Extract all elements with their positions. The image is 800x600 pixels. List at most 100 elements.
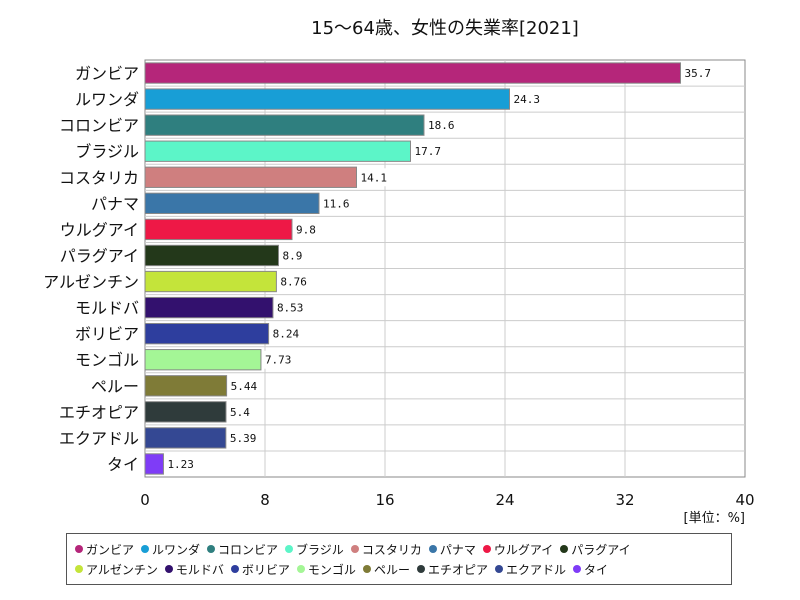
bar: [144, 244, 279, 267]
x-tick-label: 40: [735, 491, 754, 509]
value-labels: 35.7 24.3 18.6 17.7 14.1 11.6 9.8 8.9 8.76 8.53 8.…: [164, 64, 716, 473]
value-label-bg: [277, 272, 312, 291]
legend-marker: [230, 565, 239, 573]
legend-item: タイ: [572, 559, 608, 579]
category-label: モルドバ: [75, 299, 139, 318]
legend-marker: [494, 565, 503, 573]
value-label-bg: [279, 246, 307, 265]
unit-label: [単位：%]: [684, 510, 746, 526]
category-label: パナマ: [91, 194, 139, 213]
legend-label: ガンビア: [86, 542, 135, 557]
category-label: パラグアイ: [60, 246, 139, 265]
category-label: エチオピア: [59, 403, 139, 422]
value-label-bg: [411, 142, 446, 161]
legend-item: モルドバ: [164, 559, 224, 579]
legend-item: ウルグアイ: [482, 539, 554, 559]
legend-marker: [350, 545, 359, 553]
legend-marker: [428, 545, 437, 553]
legend-marker: [482, 545, 491, 553]
x-tick-label: 32: [615, 491, 634, 509]
category-label: ガンビア: [75, 64, 139, 83]
value-label: 9.8: [296, 223, 316, 236]
x-tick-label: 24: [495, 491, 514, 509]
bar: [144, 62, 681, 84]
value-label-bg: [293, 220, 320, 239]
chart-title: 15～64歳、女性の失業率[2021]: [311, 18, 579, 39]
grid-lines: [145, 60, 745, 477]
category-label: コスタリカ: [59, 168, 139, 187]
x-axis-ticks: 0 8 16 24 32 40: [140, 491, 754, 509]
value-label-bg: [269, 324, 304, 343]
legend-label: パラグアイ: [571, 542, 631, 557]
value-label: 18.6: [428, 119, 455, 132]
bar: [144, 349, 262, 371]
value-label-bg: [227, 402, 254, 421]
x-tick-label: 16: [375, 491, 394, 509]
legend-marker: [560, 545, 569, 553]
value-label-bg: [320, 194, 354, 213]
value-label: 8.76: [280, 276, 307, 289]
bar: [144, 166, 357, 188]
legend-item: パラグアイ: [560, 539, 631, 559]
legend-marker: [285, 545, 294, 553]
legend-label: コスタリカ: [361, 542, 422, 557]
legend-item: コロンビア: [207, 539, 278, 559]
bar: [144, 192, 320, 215]
value-label: 14.1: [361, 171, 388, 184]
value-label-bg: [510, 90, 545, 109]
legend-item: ペルー: [362, 559, 410, 579]
category-label: タイ: [107, 455, 139, 474]
legend-label: アルゼンチン: [86, 562, 158, 577]
bar: [144, 427, 227, 449]
legend-label: ルワンダ: [152, 542, 201, 557]
legend-item: パナマ: [428, 539, 476, 559]
bar: [144, 375, 228, 397]
value-label-bg: [273, 298, 308, 317]
value-label: 5.4: [230, 406, 250, 419]
legend-label: パナマ: [439, 542, 476, 557]
bar: [144, 140, 411, 162]
legend-item: モンゴル: [296, 559, 356, 579]
value-label: 8.9: [283, 249, 303, 262]
bar: [144, 114, 425, 136]
category-label: ペルー: [91, 377, 139, 396]
value-label-bg: [357, 168, 392, 187]
legend-marker: [207, 545, 216, 553]
value-label: 8.24: [273, 328, 300, 341]
value-label-bg: [164, 454, 199, 473]
bar: [144, 401, 227, 423]
legend-label: ウルグアイ: [493, 542, 554, 557]
category-label: ブラジル: [75, 142, 139, 161]
bar: [144, 322, 270, 345]
bar: [144, 453, 164, 475]
bar: [144, 296, 274, 319]
legend-label: ペルー: [373, 562, 410, 577]
x-tick-label: 0: [140, 491, 150, 509]
legend-label: エチオピア: [427, 562, 488, 577]
category-labels: ガンビアルワンダコロンビアブラジルコスタリカパナマウルグアイパラグアイアルゼンチ…: [43, 64, 139, 474]
value-label-bg: [261, 350, 296, 369]
legend-label: コロンビア: [218, 542, 279, 557]
legend-marker: [141, 545, 150, 553]
legend-label: ボリビア: [241, 562, 290, 577]
x-tick-label: 8: [260, 491, 270, 509]
value-label: 17.7: [415, 145, 442, 158]
value-label: 8.53: [277, 302, 304, 315]
legend-marker: [75, 565, 83, 573]
bar: [144, 218, 293, 241]
value-label-bg: [227, 376, 262, 395]
value-label: 35.7: [685, 67, 712, 80]
legend-item: エクアドル: [494, 559, 566, 579]
category-label: コロンビア: [59, 116, 139, 135]
legend-item: エチオピア: [416, 559, 488, 579]
value-label: 5.44: [231, 380, 258, 393]
legend: ガンビア ルワンダ コロンビア ブラジル コスタリカ パナマ ウルグアイ パラグアイ アルゼンチ…: [66, 533, 732, 585]
value-label: 24.3: [514, 93, 541, 106]
bar: [144, 88, 510, 110]
legend-marker: [362, 565, 371, 573]
value-label: 1.23: [167, 458, 194, 471]
category-label: ボリビア: [75, 325, 139, 344]
legend-item: ガンビア: [75, 539, 134, 559]
value-label-bg: [681, 64, 716, 83]
